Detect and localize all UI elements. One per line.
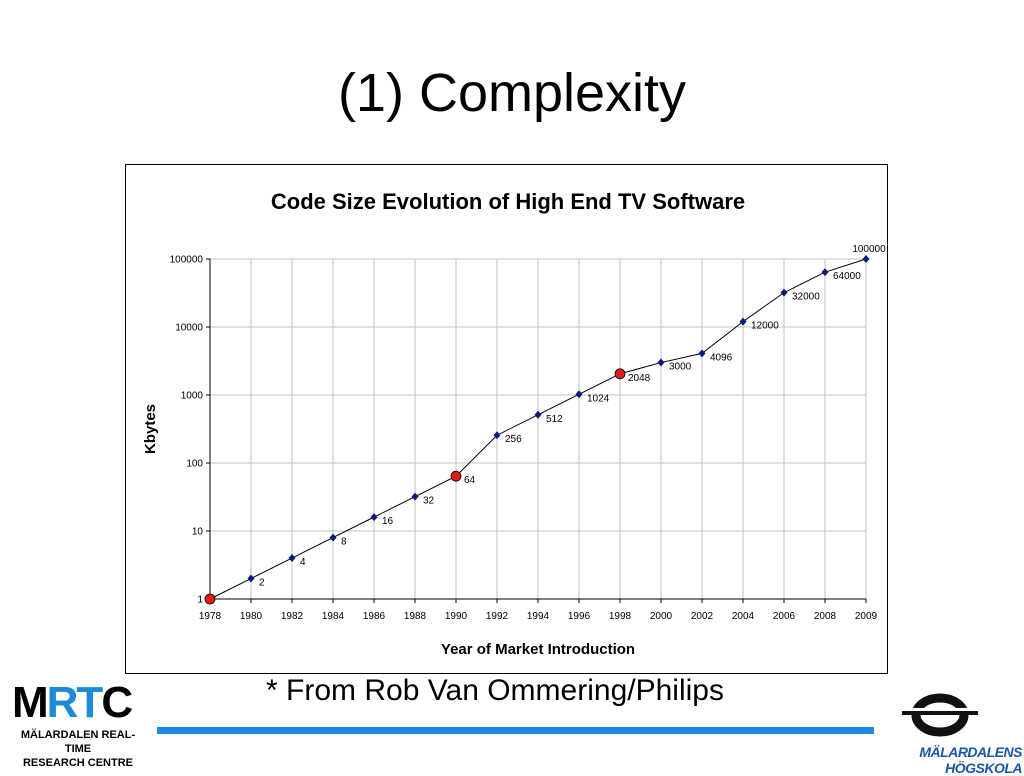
data-label: 256 [505,434,522,445]
y-tick-label: 1000 [181,391,204,402]
x-tick-label: 2002 [691,611,714,622]
slide-title: (1) Complexity [337,63,687,123]
data-point [329,533,337,542]
data-point [575,390,583,399]
divider-rule [157,727,874,734]
data-label: 100000 [852,244,886,255]
data-point [698,349,706,358]
chart-frame: Code Size Evolution of High End TV Softw… [125,164,888,674]
x-tick-label: 1992 [486,611,509,622]
data-label: 64 [464,475,476,486]
y-tick-label: 100 [186,459,203,470]
data-label: 32000 [792,292,820,303]
highlight-point [614,368,626,380]
data-label: 512 [546,414,563,425]
y-tick-label: 10000 [175,323,203,334]
x-tick-label: 1988 [404,611,427,622]
chart-svg: Code Size Evolution of High End TV Softw… [142,189,886,658]
data-label: 2048 [628,373,651,384]
x-tick-label: 1994 [527,611,550,622]
data-label: 16 [382,516,394,527]
data-label: 4 [300,557,306,568]
data-label: 3000 [669,362,692,373]
x-tick-label: 2006 [773,611,796,622]
x-tick-label: 1986 [363,611,386,622]
x-tick-label: 1982 [281,611,304,622]
data-point [288,554,296,563]
mdh-logo: MÄLARDALENS HÖGSKOLA [862,690,1023,776]
mdh-emblem-icon [902,693,978,737]
x-axis-label: Year of Market Introduction [441,641,635,658]
x-tick-label: 1984 [322,611,345,622]
x-tick-label: 1998 [609,611,632,622]
data-point [370,513,378,522]
data-label: 64000 [833,271,861,282]
data-point [780,288,788,297]
data-point [411,492,419,501]
x-tick-label: 1980 [240,611,263,622]
x-tick-label: 2000 [650,611,673,622]
y-axis-label: Kbytes [142,404,159,454]
data-point [821,268,829,277]
plot-area: 1 10 100 1000 10000 100000 1978 1980 1982 1984 198… [170,244,886,622]
data-label: 1024 [587,393,610,404]
y-tick-label: 1 [197,595,203,606]
data-point [493,431,501,440]
x-tick-label: 1990 [445,611,468,622]
x-tick-label: 1996 [568,611,591,622]
data-label: 12000 [751,321,779,332]
data-point [739,317,747,326]
mrtc-subtitle: MÄLARDALEN REAL-TIME RESEARCH CENTRE [20,729,136,769]
x-tick-label: 1978 [199,611,222,622]
data-label: 8 [341,537,347,548]
data-point [247,574,255,583]
data-label: 4096 [710,352,733,363]
mrtc-wordmark: MRTC [12,678,133,727]
x-tick-label: 2009 [855,611,878,622]
data-label: 2 [259,578,265,589]
data-label: 32 [423,496,435,507]
data-point [534,410,542,419]
x-tick-label: 2008 [814,611,837,622]
y-tick-label: 100000 [170,255,204,266]
chart-title: Code Size Evolution of High End TV Softw… [271,189,745,214]
data-point [862,255,870,263]
data-point [657,358,665,367]
highlight-point [450,470,462,482]
y-tick-label: 10 [192,527,204,538]
footnote: * From Rob Van Ommering/Philips [266,674,724,707]
x-tick-label: 2004 [732,611,755,622]
mrtc-logo: MRTC MÄLARDALEN REAL-TIME RESEARCH CENTR… [8,678,148,769]
mdh-wordmark: MÄLARDALENS HÖGSKOLA [919,744,1022,776]
highlight-point [204,593,216,605]
